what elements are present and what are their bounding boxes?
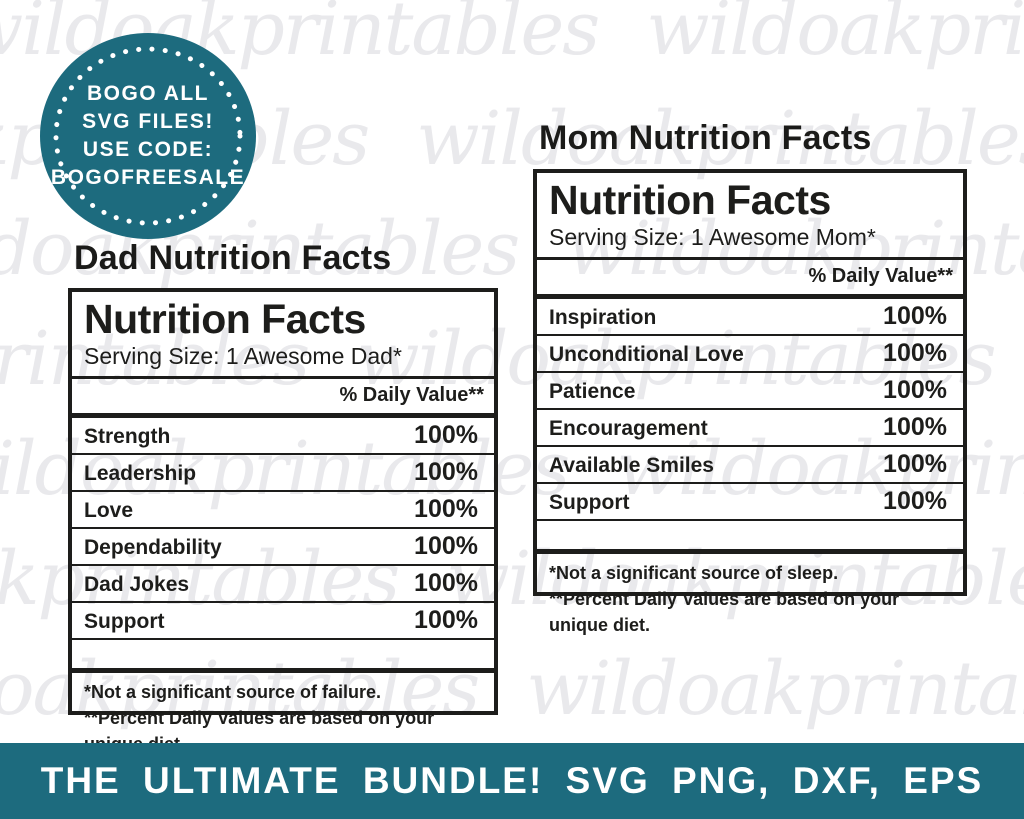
mom-nutrition-label: Nutrition Facts Serving Size: 1 Awesome … [533, 169, 967, 635]
footnote: *Not a significant source of sleep. [549, 562, 839, 583]
row-name: Patience [549, 379, 636, 403]
row-name: Available Smiles [549, 453, 714, 477]
nutrition-row: Leadership 100% [72, 452, 494, 490]
row-name: Unconditional Love [549, 342, 744, 366]
daily-value-header: % Daily Value** [72, 375, 494, 413]
row-name: Love [84, 498, 134, 522]
nutrition-row: Support 100% [537, 481, 963, 519]
mom-label-heading: Mom Nutrition Facts [539, 119, 872, 157]
row-name: Strength [84, 424, 171, 448]
footnote: *Not a significant source of failure. [84, 681, 382, 702]
badge-line: BOGO ALL [86, 82, 210, 105]
promo-banner-text: THE ULTIMATE BUNDLE! SVG PNG, DXF, EPS [40, 760, 984, 801]
nutrition-row: Encouragement 100% [537, 407, 963, 445]
nutrition-rows: Inspiration 100% Unconditional Love 100% P… [537, 293, 963, 519]
row-name: Dad Jokes [84, 572, 190, 596]
empty-row [537, 548, 963, 551]
promo-badge-text: BOGO ALL SVG FILES! USE CODE: BOGOFREESA… [51, 80, 245, 192]
row-name: Support [84, 609, 165, 633]
row-value: 100% [883, 412, 947, 441]
row-value: 100% [414, 494, 478, 523]
nutrition-rows: Strength 100% Leadership 100% Love 100% Dep… [72, 412, 494, 638]
nutrition-row: Patience 100% [537, 370, 963, 408]
daily-value-header: % Daily Value** [537, 256, 963, 294]
empty-row [72, 667, 494, 670]
row-value: 100% [414, 605, 478, 634]
row-value: 100% [414, 420, 478, 449]
row-value: 100% [414, 531, 478, 560]
nutrition-facts-title: Nutrition Facts [84, 296, 366, 342]
nutrition-row: Love 100% [72, 489, 494, 527]
nutrition-row: Dad Jokes 100% [72, 563, 494, 601]
nutrition-facts-title: Nutrition Facts [549, 177, 831, 223]
row-name: Dependability [84, 535, 222, 559]
label-footnotes: *Not a significant source of failure. **… [72, 669, 494, 765]
footnote: **Percent Daily Values are based on your… [549, 588, 900, 635]
row-name: Encouragement [549, 416, 708, 440]
nutrition-row: Strength 100% [72, 418, 494, 453]
label-footnotes: *Not a significant source of sleep. **Pe… [537, 550, 963, 646]
row-value: 100% [414, 457, 478, 486]
nutrition-row: Available Smiles 100% [537, 444, 963, 482]
nutrition-row: Inspiration 100% [537, 299, 963, 334]
badge-line: USE CODE: [82, 138, 214, 161]
row-name: Leadership [84, 461, 197, 485]
row-value: 100% [883, 301, 947, 330]
promo-badge: BOGO ALL SVG FILES! USE CODE: BOGOFREESA… [40, 33, 256, 239]
dotted-ring-icon [53, 46, 243, 226]
row-name: Inspiration [549, 305, 657, 329]
promo-banner: THE ULTIMATE BUNDLE! SVG PNG, DXF, EPS [0, 743, 1024, 819]
empty-row [537, 518, 963, 549]
dad-label-heading: Dad Nutrition Facts [74, 239, 392, 277]
row-value: 100% [883, 486, 947, 515]
row-value: 100% [414, 568, 478, 597]
row-value: 100% [883, 449, 947, 478]
nutrition-row: Dependability 100% [72, 526, 494, 564]
row-value: 100% [883, 375, 947, 404]
badge-line: BOGOFREESALE [50, 166, 246, 189]
empty-row [72, 637, 494, 668]
row-value: 100% [883, 338, 947, 367]
serving-size-text: Serving Size: 1 Awesome Mom* [549, 223, 876, 250]
nutrition-row: Unconditional Love 100% [537, 333, 963, 371]
dad-nutrition-label: Nutrition Facts Serving Size: 1 Awesome … [68, 288, 498, 754]
row-name: Support [549, 490, 630, 514]
nutrition-row: Support 100% [72, 600, 494, 638]
serving-size-text: Serving Size: 1 Awesome Dad* [84, 342, 402, 369]
badge-line: SVG FILES! [82, 110, 214, 133]
